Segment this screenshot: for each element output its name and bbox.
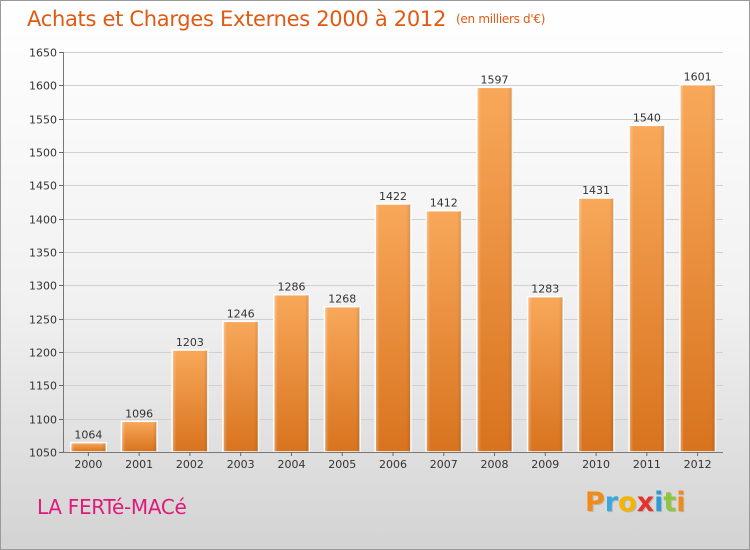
logo-letter: x	[636, 487, 655, 518]
bar-shade	[629, 125, 665, 452]
x-tick-label: 2005	[328, 458, 356, 471]
bar-shade	[121, 421, 157, 452]
bar-value-label: 1422	[379, 190, 407, 203]
logo-letter: r	[604, 487, 619, 518]
x-tick-label: 2007	[430, 458, 458, 471]
bar-value-label: 1246	[227, 307, 255, 320]
chart-title-text: Achats et Charges Externes 2000 à 2012	[27, 7, 447, 31]
x-tick-label: 2009	[531, 458, 559, 471]
bar-value-label: 1431	[582, 184, 610, 197]
y-tick-label: 1150	[29, 380, 57, 393]
y-tick-label: 1100	[29, 414, 57, 427]
y-axis: 1050 1100 1150 1200 1250 1300 1350 1400 1450 1500…	[29, 47, 64, 460]
logo-letter: i	[676, 487, 686, 518]
x-tick-label: 2008	[481, 458, 509, 471]
bar-shade	[172, 350, 208, 452]
commune-name: LA FERTé-MACé	[37, 495, 187, 519]
bar-shade	[273, 294, 310, 452]
bar-value-label: 1540	[633, 111, 661, 124]
y-tick-label: 1650	[29, 47, 57, 60]
logo-letter: t	[663, 487, 677, 518]
bar-value-label: 1597	[481, 73, 509, 86]
bar-shade	[578, 198, 614, 452]
bar-value-label: 1283	[531, 283, 559, 296]
x-tick-label: 2003	[227, 458, 255, 471]
bar-value-label: 1601	[684, 71, 712, 84]
x-tick-label: 2012	[684, 458, 712, 471]
bar-value-label: 1203	[176, 336, 204, 349]
y-tick-label: 1250	[29, 314, 57, 327]
bar-shade	[222, 321, 259, 452]
x-tick-label: 2011	[633, 458, 661, 471]
bar-shade	[527, 296, 564, 452]
chart-title: Achats et Charges Externes 2000 à 2012 (e…	[27, 7, 545, 31]
bar-shade	[324, 306, 360, 452]
y-tick-label: 1600	[29, 80, 57, 93]
x-tick-label: 2010	[582, 458, 610, 471]
bar-value-label: 1064	[74, 429, 102, 442]
x-tick-label: 2006	[379, 458, 407, 471]
bar-value-label: 1286	[277, 281, 305, 294]
y-tick-label: 1200	[29, 347, 57, 360]
proxiti-logo: Proxiti	[585, 487, 686, 518]
y-tick-label: 1500	[29, 147, 57, 160]
bars: 1064 1096 1203 1246 1286 1268 1422 1412 1597 1283…	[69, 71, 717, 453]
bar-shade	[679, 84, 716, 453]
logo-letter: i	[654, 487, 664, 518]
bar-value-label: 1412	[430, 197, 458, 210]
y-tick-label: 1050	[29, 447, 57, 460]
y-tick-label: 1400	[29, 214, 57, 227]
bar-shade	[70, 442, 107, 452]
bar-shade	[476, 87, 513, 452]
y-tick-label: 1350	[29, 247, 57, 260]
x-tick-label: 2000	[74, 458, 102, 471]
x-tick-label: 2002	[176, 458, 204, 471]
y-tick-label: 1450	[29, 180, 57, 193]
bar-value-label: 1096	[125, 407, 153, 420]
bar-shade	[426, 210, 462, 452]
x-axis: 2000 2001 2002 2003 2004 2005 2006 2007 2008 2009…	[63, 452, 723, 471]
y-tick-label: 1550	[29, 114, 57, 127]
y-tick-label: 1300	[29, 280, 57, 293]
x-tick-label: 2001	[125, 458, 153, 471]
logo-letter: o	[618, 487, 637, 518]
chart-unit: (en milliers d'€)	[456, 12, 546, 26]
bar-value-label: 1268	[328, 293, 356, 306]
logo-letter: P	[585, 487, 605, 518]
bar-shade	[375, 204, 411, 452]
x-tick-label: 2004	[277, 458, 305, 471]
